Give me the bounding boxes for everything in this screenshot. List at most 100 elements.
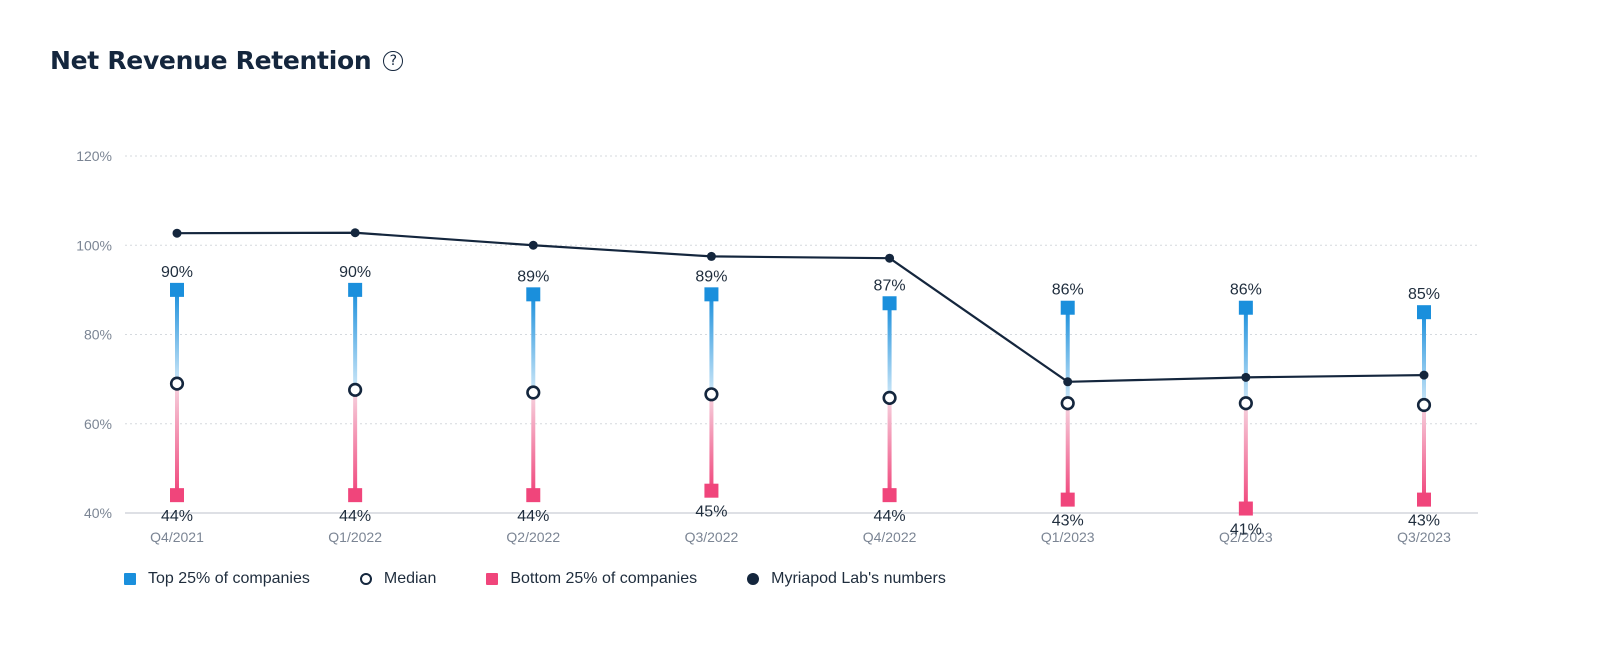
top-25-marker [348, 282, 363, 297]
x-tick-label: Q2/2023 [1219, 529, 1273, 545]
x-tick-label: Q3/2022 [685, 529, 739, 545]
grid-layer [125, 155, 1478, 514]
x-tick-label: Q2/2022 [506, 529, 560, 545]
myriapod-point [172, 228, 182, 238]
bottom-25-marker [1060, 492, 1075, 507]
top-25-data-label: 89% [517, 268, 549, 285]
top-range-stem [1243, 307, 1248, 404]
bottom-range-stem [1422, 405, 1426, 500]
x-tick-label: Q4/2022 [863, 529, 917, 545]
bottom-range-stem [887, 397, 892, 496]
legend-label-line: Myriapod Lab's numbers [771, 570, 946, 587]
myriapod-line-layer [172, 228, 1429, 387]
median-marker [882, 390, 897, 405]
top-25-data-label: 89% [695, 268, 727, 285]
bottom-range-stem [175, 383, 179, 496]
bottom-25-marker [1238, 501, 1253, 516]
myriapod-point [1063, 377, 1073, 387]
top-25-marker [170, 282, 184, 297]
bottom-25-marker [1417, 492, 1431, 507]
median-marker [526, 385, 541, 400]
median-marker [1238, 396, 1253, 411]
y-tick-label: 80% [84, 327, 112, 343]
myriapod-point [706, 251, 716, 261]
top-range-stem [1065, 307, 1070, 404]
x-tick-label: Q1/2023 [1041, 529, 1095, 545]
top-range-stem [709, 294, 714, 395]
x-tick-label: Q1/2022 [328, 529, 382, 545]
legend-item-bottom[interactable]: Bottom 25% of companies [486, 570, 697, 588]
bottom-range-stem [1065, 403, 1070, 500]
bottom-25-marker [526, 488, 541, 503]
x-tick-label: Q4/2021 [150, 529, 204, 545]
top-25-data-label: 87% [874, 277, 906, 294]
median-marker [1416, 397, 1432, 413]
bottom-range-stem [531, 392, 536, 496]
y-tick-label: 120% [76, 148, 112, 164]
chart-header: Net Revenue Retention ? [50, 46, 404, 75]
myriapod-point [528, 240, 538, 250]
legend-marker-line [747, 573, 760, 585]
top-25-data-label: 90% [339, 264, 371, 281]
chart-legend: Top 25% of companies Median Bottom 25% o… [124, 570, 996, 588]
legend-marker-top [124, 573, 136, 585]
top-25-marker [704, 287, 719, 302]
median-marker [348, 382, 363, 397]
range-bars [169, 282, 1432, 516]
bottom-25-data-label: 44% [339, 508, 371, 525]
top-range-stem [175, 289, 179, 384]
help-icon[interactable]: ? [383, 50, 404, 71]
net-revenue-retention-chart: 40%60%80%100%120% Q4/2021 Q1/2022 Q2/2022 Q… [76, 148, 1478, 545]
top-range-stem [531, 294, 536, 393]
bottom-25-data-label: 43% [1052, 513, 1084, 530]
top-25-data-label: 86% [1052, 282, 1084, 299]
bottom-25-marker [882, 488, 897, 503]
bottom-25-data-label: 45% [695, 504, 727, 521]
bottom-25-marker [704, 483, 719, 498]
myriapod-point [1241, 372, 1251, 382]
top-25-marker [1238, 300, 1253, 315]
top-25-data-label: 85% [1408, 286, 1440, 303]
bottom-25-data-label: 43% [1408, 513, 1440, 530]
median-marker [1060, 396, 1075, 411]
bottom-25-data-label: 44% [874, 508, 906, 525]
x-tick-label: Q3/2023 [1397, 529, 1451, 545]
top-range-stem [353, 289, 358, 390]
legend-label-bottom: Bottom 25% of companies [510, 570, 698, 587]
top-25-marker [1417, 305, 1431, 320]
legend-item-top[interactable]: Top 25% of companies [124, 570, 310, 588]
top-25-marker [882, 296, 897, 311]
myriapod-point [350, 228, 360, 238]
bottom-25-data-label: 41% [1230, 522, 1262, 539]
top-25-marker [526, 287, 541, 302]
bottom-25-marker [348, 488, 363, 503]
median-marker [169, 376, 185, 391]
legend-item-line[interactable]: Myriapod Lab's numbers [747, 570, 946, 588]
bottom-range-stem [1243, 403, 1248, 509]
top-25-data-label: 86% [1230, 282, 1262, 299]
data-labels: 90% 44% 90% 44% 89% 44% 89% 45% 87% 44% 86% 43% 86% 4… [161, 264, 1440, 539]
top-range-stem [1422, 312, 1426, 406]
y-tick-label: 40% [84, 505, 112, 521]
top-25-data-label: 90% [161, 264, 193, 281]
chart-title: Net Revenue Retention [50, 46, 372, 75]
y-tick-label: 100% [76, 237, 112, 253]
legend-marker-median [359, 573, 372, 585]
y-tick-label: 60% [84, 416, 112, 432]
myriapod-line [176, 231, 1425, 383]
bottom-range-stem [353, 389, 358, 496]
legend-label-median: Median [383, 570, 437, 587]
bottom-25-data-label: 44% [517, 508, 549, 525]
bottom-25-data-label: 44% [161, 508, 193, 525]
myriapod-point [1419, 370, 1429, 380]
legend-marker-bottom [486, 573, 499, 585]
bottom-25-marker [170, 488, 184, 503]
y-axis-ticks: 40% 60% 80% 100% 120% [76, 148, 112, 521]
top-range-stem [887, 303, 892, 398]
median-marker [704, 387, 719, 402]
x-axis-ticks: Q4/2021 Q1/2022 Q2/2022 Q3/2022 Q4/2022 Q1/20… [150, 529, 1451, 545]
bottom-range-stem [709, 394, 714, 491]
top-25-marker [1060, 300, 1075, 315]
myriapod-point [885, 253, 895, 263]
legend-item-median[interactable]: Median [359, 570, 437, 588]
